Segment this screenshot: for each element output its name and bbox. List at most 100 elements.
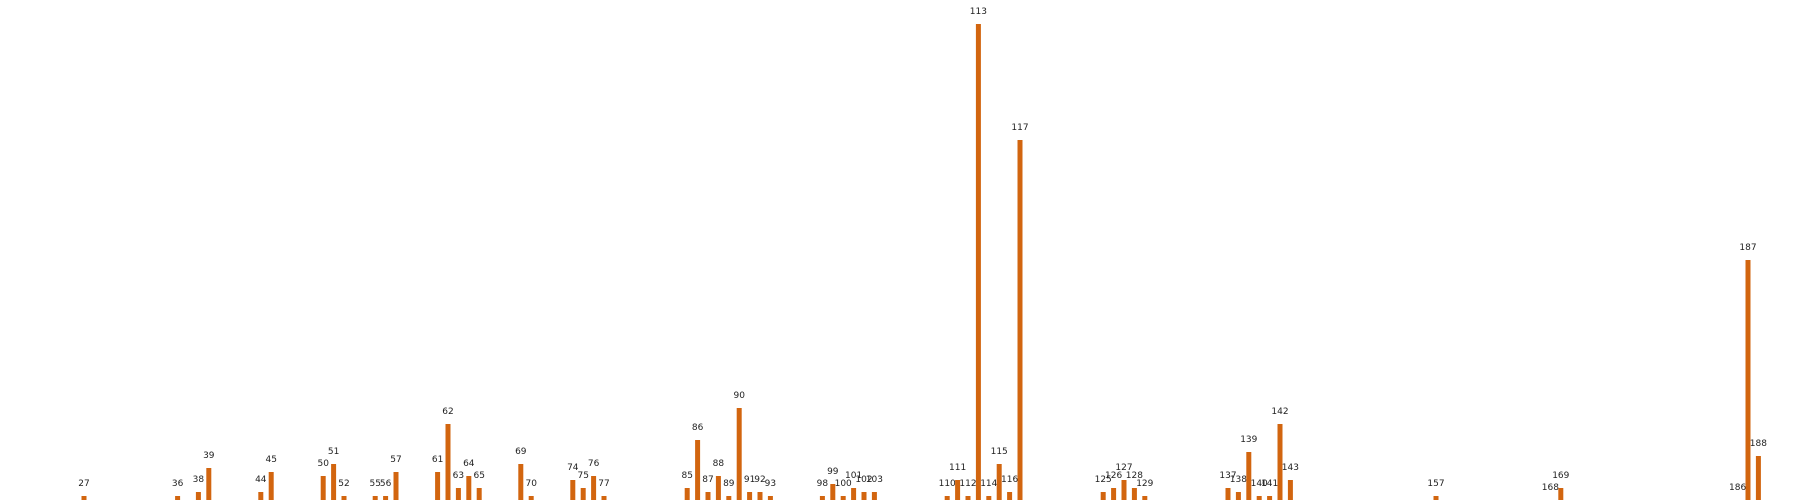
data-label-126: 126: [1105, 471, 1122, 481]
bar-87: [705, 492, 711, 500]
bar-36: [175, 496, 181, 500]
data-label-110: 110: [939, 479, 956, 489]
bar-99: [830, 484, 836, 500]
data-label-38: 38: [193, 475, 205, 485]
bar-61: [435, 472, 441, 500]
bar-110: [944, 496, 950, 500]
data-label-70: 70: [525, 479, 537, 489]
data-label-77: 77: [598, 479, 609, 489]
bar-57: [393, 472, 399, 500]
data-label-36: 36: [172, 479, 184, 489]
bar-127: [1121, 480, 1127, 500]
bar-137: [1225, 488, 1231, 500]
bar-142: [1277, 424, 1283, 500]
bar-52: [341, 496, 347, 500]
data-label-63: 63: [453, 471, 464, 481]
bar-126: [1111, 488, 1117, 500]
data-label-187: 187: [1739, 243, 1756, 253]
bar-117: [1017, 140, 1023, 500]
data-label-85: 85: [681, 471, 692, 481]
bar-125: [1100, 492, 1106, 500]
data-label-61: 61: [432, 455, 443, 465]
bar-112: [965, 496, 971, 500]
data-label-188: 188: [1750, 439, 1767, 449]
data-label-50: 50: [317, 459, 329, 469]
bar-27: [81, 496, 87, 500]
bar-56: [383, 496, 389, 500]
data-label-137: 137: [1219, 471, 1236, 481]
bar-39: [206, 468, 212, 500]
data-label-101: 101: [845, 471, 862, 481]
data-label-139: 139: [1240, 435, 1257, 445]
data-label-117: 117: [1011, 123, 1028, 133]
bar-157: [1433, 496, 1439, 500]
data-label-168: 168: [1542, 483, 1559, 493]
bar-102: [861, 492, 867, 500]
bar-90: [736, 408, 742, 500]
bar-138: [1235, 492, 1241, 500]
data-label-69: 69: [515, 447, 527, 457]
data-label-56: 56: [380, 479, 392, 489]
data-label-93: 93: [765, 479, 776, 489]
data-label-116: 116: [1001, 475, 1018, 485]
data-label-45: 45: [265, 455, 276, 465]
bar-140: [1256, 496, 1262, 500]
bar-101: [851, 488, 857, 500]
bar-143: [1287, 480, 1293, 500]
data-label-91: 91: [744, 475, 755, 485]
bar-139: [1246, 452, 1252, 500]
data-label-169: 169: [1552, 471, 1569, 481]
bar-45: [268, 472, 274, 500]
bar-62: [445, 424, 451, 500]
data-label-142: 142: [1271, 407, 1288, 417]
bar-100: [840, 496, 846, 500]
bar-63: [455, 488, 461, 500]
bar-169: [1558, 488, 1564, 500]
data-label-74: 74: [567, 463, 579, 473]
data-label-114: 114: [980, 479, 997, 489]
data-label-140: 140: [1251, 479, 1268, 489]
data-label-87: 87: [702, 475, 713, 485]
bar-64: [466, 476, 472, 500]
data-label-52: 52: [338, 479, 349, 489]
data-label-65: 65: [473, 471, 484, 481]
bar-88: [715, 476, 721, 500]
bar-75: [580, 488, 586, 500]
data-label-76: 76: [588, 459, 600, 469]
data-label-88: 88: [713, 459, 725, 469]
bar-55: [372, 496, 378, 500]
bar-70: [528, 496, 534, 500]
bar-38: [195, 492, 201, 500]
bar-187: [1745, 260, 1751, 500]
data-label-129: 129: [1136, 479, 1153, 489]
data-label-138: 138: [1230, 475, 1247, 485]
bar-188: [1755, 456, 1761, 500]
data-label-111: 111: [949, 463, 966, 473]
data-label-27: 27: [78, 479, 89, 489]
bar-93: [767, 496, 773, 500]
bar-98: [819, 496, 825, 500]
data-label-51: 51: [328, 447, 339, 457]
bar-65: [476, 488, 482, 500]
bar-91: [747, 492, 753, 500]
bar-85: [684, 488, 690, 500]
bar-50: [320, 476, 326, 500]
data-label-99: 99: [827, 467, 839, 477]
bar-44: [258, 492, 264, 500]
bar-111: [955, 480, 961, 500]
bar-115: [996, 464, 1002, 500]
data-label-86: 86: [692, 423, 704, 433]
data-label-103: 103: [866, 475, 883, 485]
data-label-39: 39: [203, 451, 215, 461]
bar-128: [1131, 488, 1137, 500]
data-label-113: 113: [970, 7, 987, 17]
data-label-89: 89: [723, 479, 735, 489]
bar-77: [601, 496, 607, 500]
data-label-127: 127: [1115, 463, 1132, 473]
data-label-100: 100: [835, 479, 852, 489]
data-label-57: 57: [390, 455, 401, 465]
bar-129: [1142, 496, 1148, 500]
data-label-141: 141: [1261, 479, 1278, 489]
